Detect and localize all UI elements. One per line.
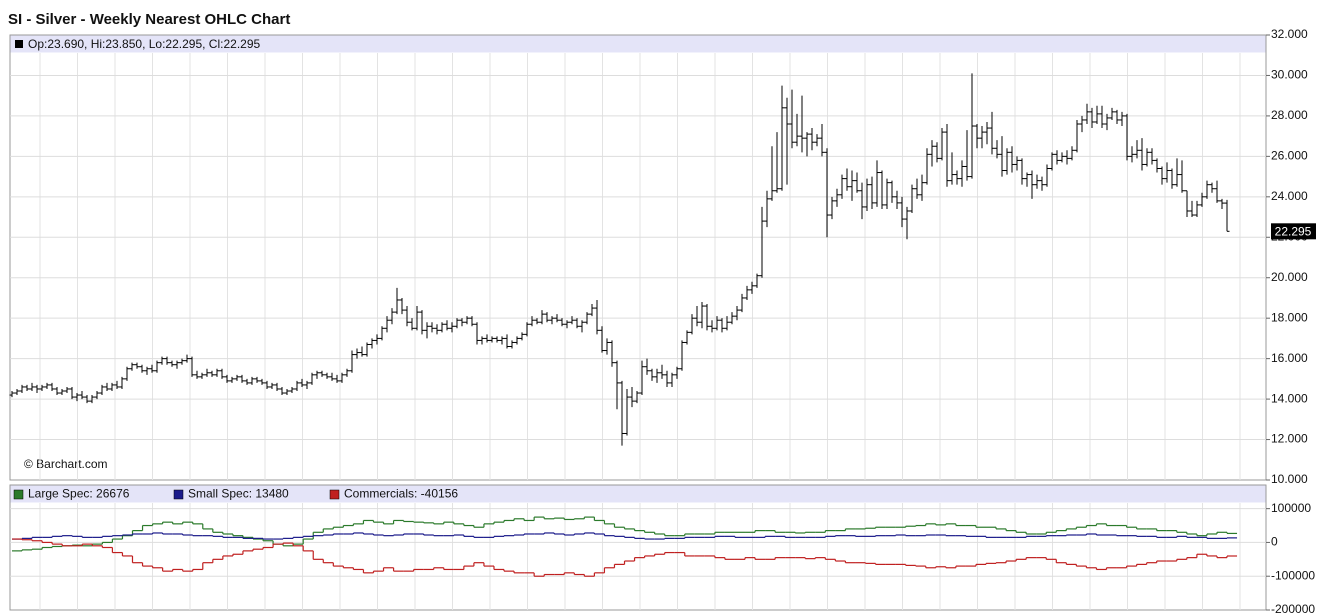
legend-label: Small Spec: 13480 [188, 487, 289, 501]
price-panel [9, 34, 1267, 481]
y-tick-label: 0 [1271, 535, 1278, 549]
ohlc-legend: Op:23.690, Hi:23.850, Lo:22.295, Cl:22.2… [28, 37, 260, 51]
y-tick-label: 24.000 [1271, 189, 1308, 203]
y-tick-label: 100000 [1271, 501, 1311, 515]
cot-panel [9, 484, 1267, 611]
y-tick-label: 30.000 [1271, 68, 1308, 82]
legend-swatch [173, 489, 184, 500]
y-tick-label: 16.000 [1271, 351, 1308, 365]
y-tick-label: 18.000 [1271, 310, 1308, 324]
credit: © Barchart.com [24, 457, 108, 471]
last-price-box [1271, 223, 1316, 240]
legend-swatch [15, 40, 23, 48]
y-tick-label: 10.000 [1271, 472, 1308, 486]
y-tick-label: 28.000 [1271, 108, 1308, 122]
y-tick-label: 12.000 [1271, 432, 1308, 446]
y-tick-label: -100000 [1271, 568, 1315, 582]
y-tick-label: 14.000 [1271, 391, 1308, 405]
price-header [10, 35, 1266, 53]
legend-label: Large Spec: 26676 [28, 487, 130, 501]
y-tick-label: 20.000 [1271, 270, 1308, 284]
y-tick-label: -200000 [1271, 602, 1315, 616]
legend-label: Commercials: -40156 [344, 487, 458, 501]
y-tick-label: 32.000 [1271, 27, 1308, 41]
legend-swatch [13, 489, 24, 500]
legend-swatch [329, 489, 340, 500]
y-tick-label: 26.000 [1271, 149, 1308, 163]
cot-header [10, 485, 1266, 503]
chart-title: SI - Silver - Weekly Nearest OHLC Chart [8, 11, 290, 28]
last-price-label: 22.295 [1275, 224, 1312, 238]
